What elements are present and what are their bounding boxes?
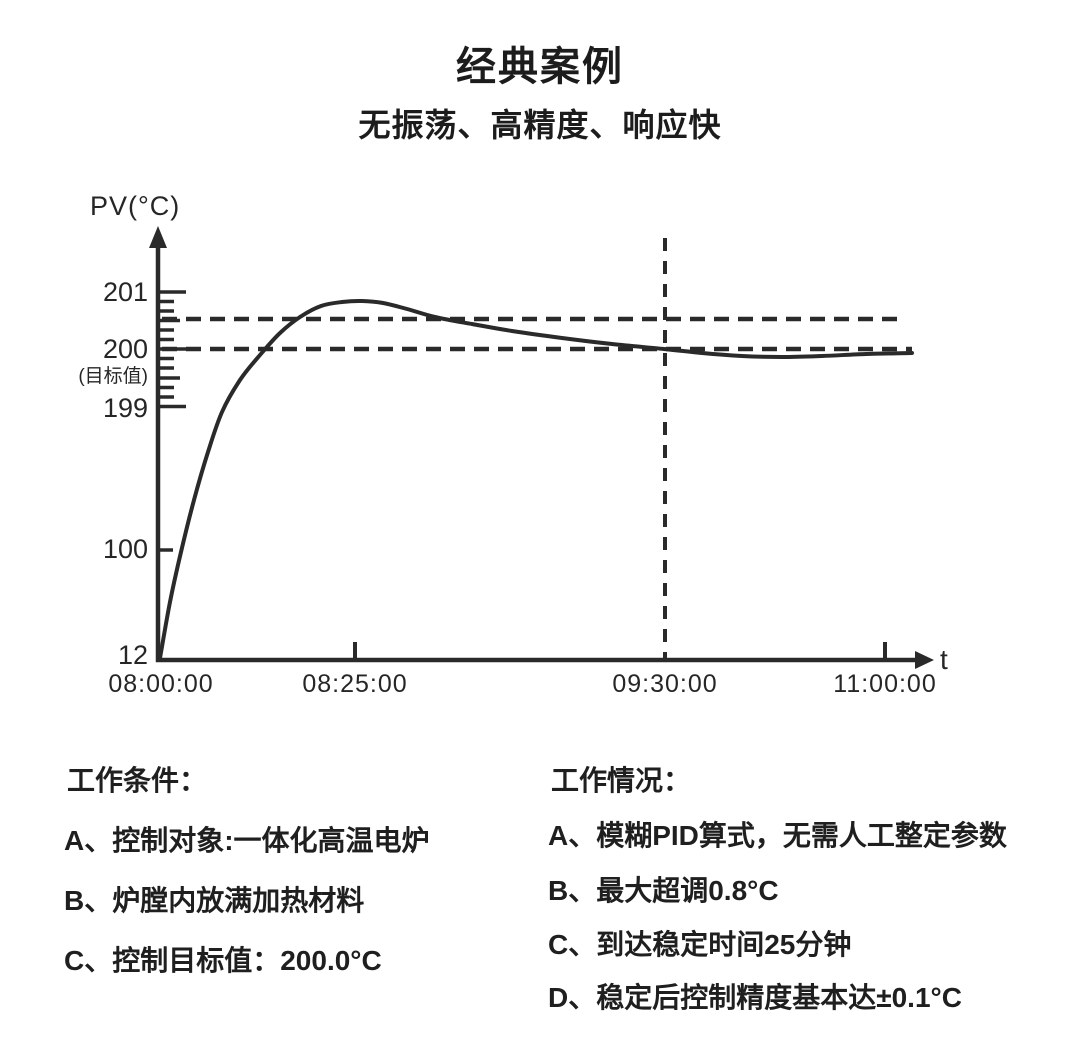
x-tick-110000: 11:00:00 [833, 670, 937, 698]
conditions-header: 工作条件： [67, 765, 208, 796]
result-item-d: D、稳定后控制精度基本达±0.1°C [548, 982, 962, 1013]
result-item-c: C、到达稳定时间25分钟 [548, 929, 852, 960]
y-tick-200: 200 [102, 334, 148, 364]
condition-item-b: B、炉膛内放满加热材料 [64, 885, 365, 916]
condition-item-a: A、控制对象:一体化高温电炉 [64, 825, 430, 856]
x-tick-093000: 09:30:00 [612, 670, 718, 698]
y-axis-title: PV(°C) [90, 191, 181, 221]
result-item-b: B、最大超调0.8°C [548, 875, 779, 906]
y-tick-12: 12 [117, 640, 148, 670]
results-header: 工作情况： [551, 765, 692, 796]
x-tick-082500: 08:25:00 [302, 670, 408, 698]
condition-item-c: C、控制目标值：200.0°C [64, 945, 382, 976]
y-tick-201: 201 [102, 277, 148, 307]
page-subtitle: 无振荡、高精度、响应快 [358, 107, 722, 143]
y-tick-100: 100 [102, 534, 148, 564]
y-tick-199: 199 [102, 393, 148, 423]
page-title: 经典案例 [456, 45, 624, 89]
result-item-a: A、模糊PID算式，无需人工整定参数 [548, 820, 1007, 851]
x-axis-title: t [940, 644, 948, 675]
x-tick-080000: 08:00:00 [108, 670, 214, 698]
target-value-annotation: (目标值) [78, 366, 148, 387]
